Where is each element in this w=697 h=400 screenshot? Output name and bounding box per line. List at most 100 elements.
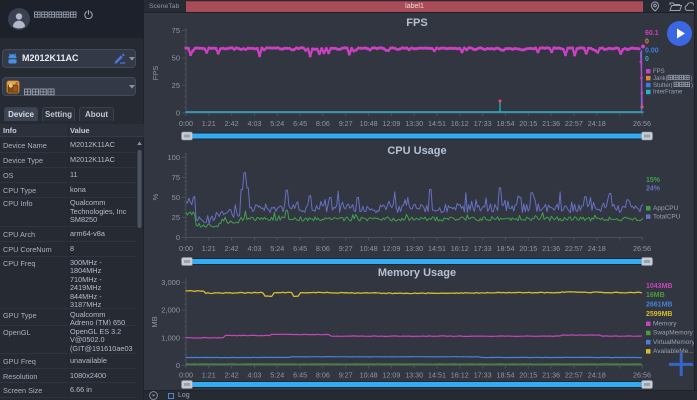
svg-text:20:15: 20:15 [519, 119, 537, 128]
svg-text:Memory: Memory [653, 321, 677, 328]
svg-text:1:21: 1:21 [202, 119, 216, 128]
svg-text:13:30: 13:30 [405, 371, 423, 380]
svg-text:4:03: 4:03 [248, 119, 262, 128]
svg-text:AvailableMe...: AvailableMe... [653, 348, 694, 355]
svg-text:21:36: 21:36 [542, 119, 560, 128]
svg-text:8:06: 8:06 [316, 119, 330, 128]
svg-text:6:45: 6:45 [293, 244, 307, 253]
svg-text:13:30: 13:30 [405, 119, 423, 128]
svg-text:18:54: 18:54 [497, 371, 515, 380]
svg-text:24:18: 24:18 [588, 244, 606, 253]
svg-text:26:56: 26:56 [633, 119, 651, 128]
svg-text:5:24: 5:24 [270, 244, 284, 253]
svg-text:50: 50 [172, 193, 180, 202]
svg-text:10:48: 10:48 [360, 371, 378, 380]
svg-text:100: 100 [167, 153, 180, 162]
svg-text:26:56: 26:56 [633, 371, 651, 380]
svg-text:FPS: FPS [151, 66, 160, 81]
svg-text:5:24: 5:24 [270, 119, 284, 128]
svg-text:15%: 15% [646, 177, 661, 184]
svg-text:4:03: 4:03 [248, 244, 262, 253]
svg-text:24:18: 24:18 [588, 119, 606, 128]
svg-text:0: 0 [645, 39, 649, 46]
svg-text:%: % [151, 193, 160, 200]
svg-text:TotalCPU: TotalCPU [653, 213, 681, 220]
svg-text:FPS: FPS [653, 69, 665, 75]
svg-text:8:06: 8:06 [316, 371, 330, 380]
svg-text:5:24: 5:24 [270, 371, 284, 380]
svg-text:0:00: 0:00 [179, 119, 193, 128]
svg-text:CPU Usage: CPU Usage [387, 145, 446, 157]
svg-text:9:27: 9:27 [339, 244, 353, 253]
svg-text:16:12: 16:12 [451, 244, 469, 253]
svg-text:MB: MB [150, 316, 159, 327]
svg-text:0:00: 0:00 [179, 371, 193, 380]
svg-text:0.00: 0.00 [645, 48, 659, 55]
svg-text:14:51: 14:51 [428, 244, 446, 253]
svg-text:2661MB: 2661MB [646, 302, 672, 309]
svg-text:0:00: 0:00 [179, 244, 193, 253]
svg-text:2:42: 2:42 [225, 371, 239, 380]
svg-text:VirtualMemory: VirtualMemory [653, 339, 696, 346]
svg-text:2599MB: 2599MB [646, 311, 672, 318]
svg-text:2:42: 2:42 [225, 244, 239, 253]
svg-text:17:33: 17:33 [474, 119, 492, 128]
svg-text:Jank(: Jank( [653, 76, 668, 82]
svg-text:20:15: 20:15 [519, 244, 537, 253]
svg-text:1:21: 1:21 [202, 371, 216, 380]
svg-text:12:09: 12:09 [382, 244, 400, 253]
svg-text:22:57: 22:57 [565, 371, 583, 380]
svg-text:18:54: 18:54 [497, 119, 515, 128]
svg-text:2:42: 2:42 [225, 119, 239, 128]
svg-text:17:33: 17:33 [474, 244, 492, 253]
svg-text:18:54: 18:54 [497, 244, 515, 253]
svg-text:22:57: 22:57 [565, 244, 583, 253]
svg-text:InterFrame: InterFrame [653, 90, 683, 96]
svg-text:): ) [691, 83, 693, 89]
svg-text:6:45: 6:45 [293, 371, 307, 380]
svg-text:1,000: 1,000 [161, 333, 180, 342]
svg-text:60.1: 60.1 [645, 30, 659, 37]
svg-text:0: 0 [645, 56, 649, 63]
svg-text:26:56: 26:56 [633, 244, 651, 253]
svg-text:22:57: 22:57 [565, 119, 583, 128]
svg-text:1:21: 1:21 [202, 244, 216, 253]
svg-text:12:09: 12:09 [382, 119, 400, 128]
svg-text:Stutter(: Stutter( [653, 83, 673, 89]
svg-text:9:27: 9:27 [339, 371, 353, 380]
svg-text:14:51: 14:51 [428, 119, 446, 128]
svg-text:20:15: 20:15 [519, 371, 537, 380]
svg-text:21:36: 21:36 [542, 371, 560, 380]
svg-text:50: 50 [172, 54, 180, 63]
svg-text:1043MB: 1043MB [646, 283, 672, 290]
svg-text:24:18: 24:18 [588, 371, 606, 380]
svg-text:Memory Usage: Memory Usage [378, 267, 456, 279]
svg-text:16MB: 16MB [646, 292, 665, 299]
svg-text:4:03: 4:03 [248, 371, 262, 380]
svg-text:16:12: 16:12 [451, 371, 469, 380]
svg-text:75: 75 [172, 173, 180, 182]
svg-text:9:27: 9:27 [339, 119, 353, 128]
svg-text:): ) [691, 76, 693, 82]
svg-text:17:33: 17:33 [474, 371, 492, 380]
svg-text:0: 0 [176, 109, 180, 118]
svg-text:0: 0 [176, 361, 180, 370]
svg-text:10:48: 10:48 [360, 244, 378, 253]
svg-text:SwapMemory: SwapMemory [653, 330, 693, 337]
svg-text:6:45: 6:45 [293, 119, 307, 128]
svg-text:0: 0 [176, 233, 180, 242]
svg-text:25: 25 [172, 81, 180, 90]
svg-text:8:06: 8:06 [316, 244, 330, 253]
svg-text:75: 75 [172, 26, 180, 35]
svg-text:AppCPU: AppCPU [653, 205, 679, 212]
svg-text:14:51: 14:51 [428, 371, 446, 380]
svg-text:24%: 24% [646, 186, 661, 193]
svg-text:21:36: 21:36 [542, 244, 560, 253]
svg-text:12:09: 12:09 [382, 371, 400, 380]
svg-text:3,000: 3,000 [161, 278, 180, 287]
svg-text:16:12: 16:12 [451, 119, 469, 128]
svg-text:13:30: 13:30 [405, 244, 423, 253]
svg-text:10:48: 10:48 [360, 119, 378, 128]
svg-text:2,000: 2,000 [161, 306, 180, 315]
svg-text:FPS: FPS [406, 17, 427, 29]
